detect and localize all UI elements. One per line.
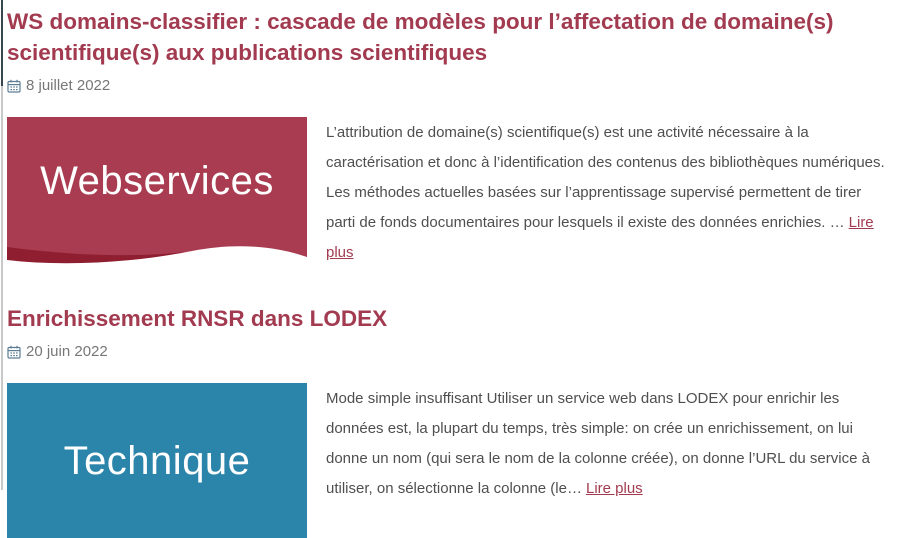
- blog-post-list: WS domains-classifier : cascade de modèl…: [7, 0, 887, 538]
- calendar-icon: [7, 345, 21, 359]
- featured-image-webservices[interactable]: Webservices: [7, 117, 307, 272]
- read-more-link[interactable]: Lire plus: [326, 214, 874, 261]
- category-label: Webservices: [40, 158, 274, 203]
- wave-decoration: [7, 246, 307, 272]
- featured-image-technique[interactable]: Technique: [7, 383, 307, 538]
- post-title-link[interactable]: WS domains-classifier : cascade de modèl…: [7, 9, 834, 65]
- post-title-link[interactable]: Enrichissement RNSR dans LODEX: [7, 306, 388, 331]
- post-date: 8 juillet 2022: [26, 77, 111, 94]
- post-excerpt: L’attribution de domaine(s) scientifique…: [326, 117, 887, 268]
- left-border-dark: [1, 0, 3, 86]
- post-body: Webservices L’attribution de domaine(s) …: [7, 117, 887, 272]
- category-label: Technique: [63, 438, 251, 483]
- left-border-light: [1, 86, 3, 490]
- post-item: Enrichissement RNSR dans LODEX 20 juin 2…: [7, 303, 887, 538]
- post-body: Technique Mode simple insuffisant Utilis…: [7, 383, 887, 538]
- read-more-link[interactable]: Lire plus: [585, 480, 643, 497]
- post-excerpt: Mode simple insuffisant Utiliser un serv…: [326, 383, 887, 504]
- calendar-icon: [7, 79, 21, 93]
- excerpt-text: L’attribution de domaine(s) scientifique…: [326, 124, 885, 231]
- post-date: 20 juin 2022: [26, 343, 108, 360]
- post-meta: 20 juin 2022: [7, 343, 887, 360]
- post-item: WS domains-classifier : cascade de modèl…: [7, 6, 887, 272]
- post-meta: 8 juillet 2022: [7, 77, 887, 94]
